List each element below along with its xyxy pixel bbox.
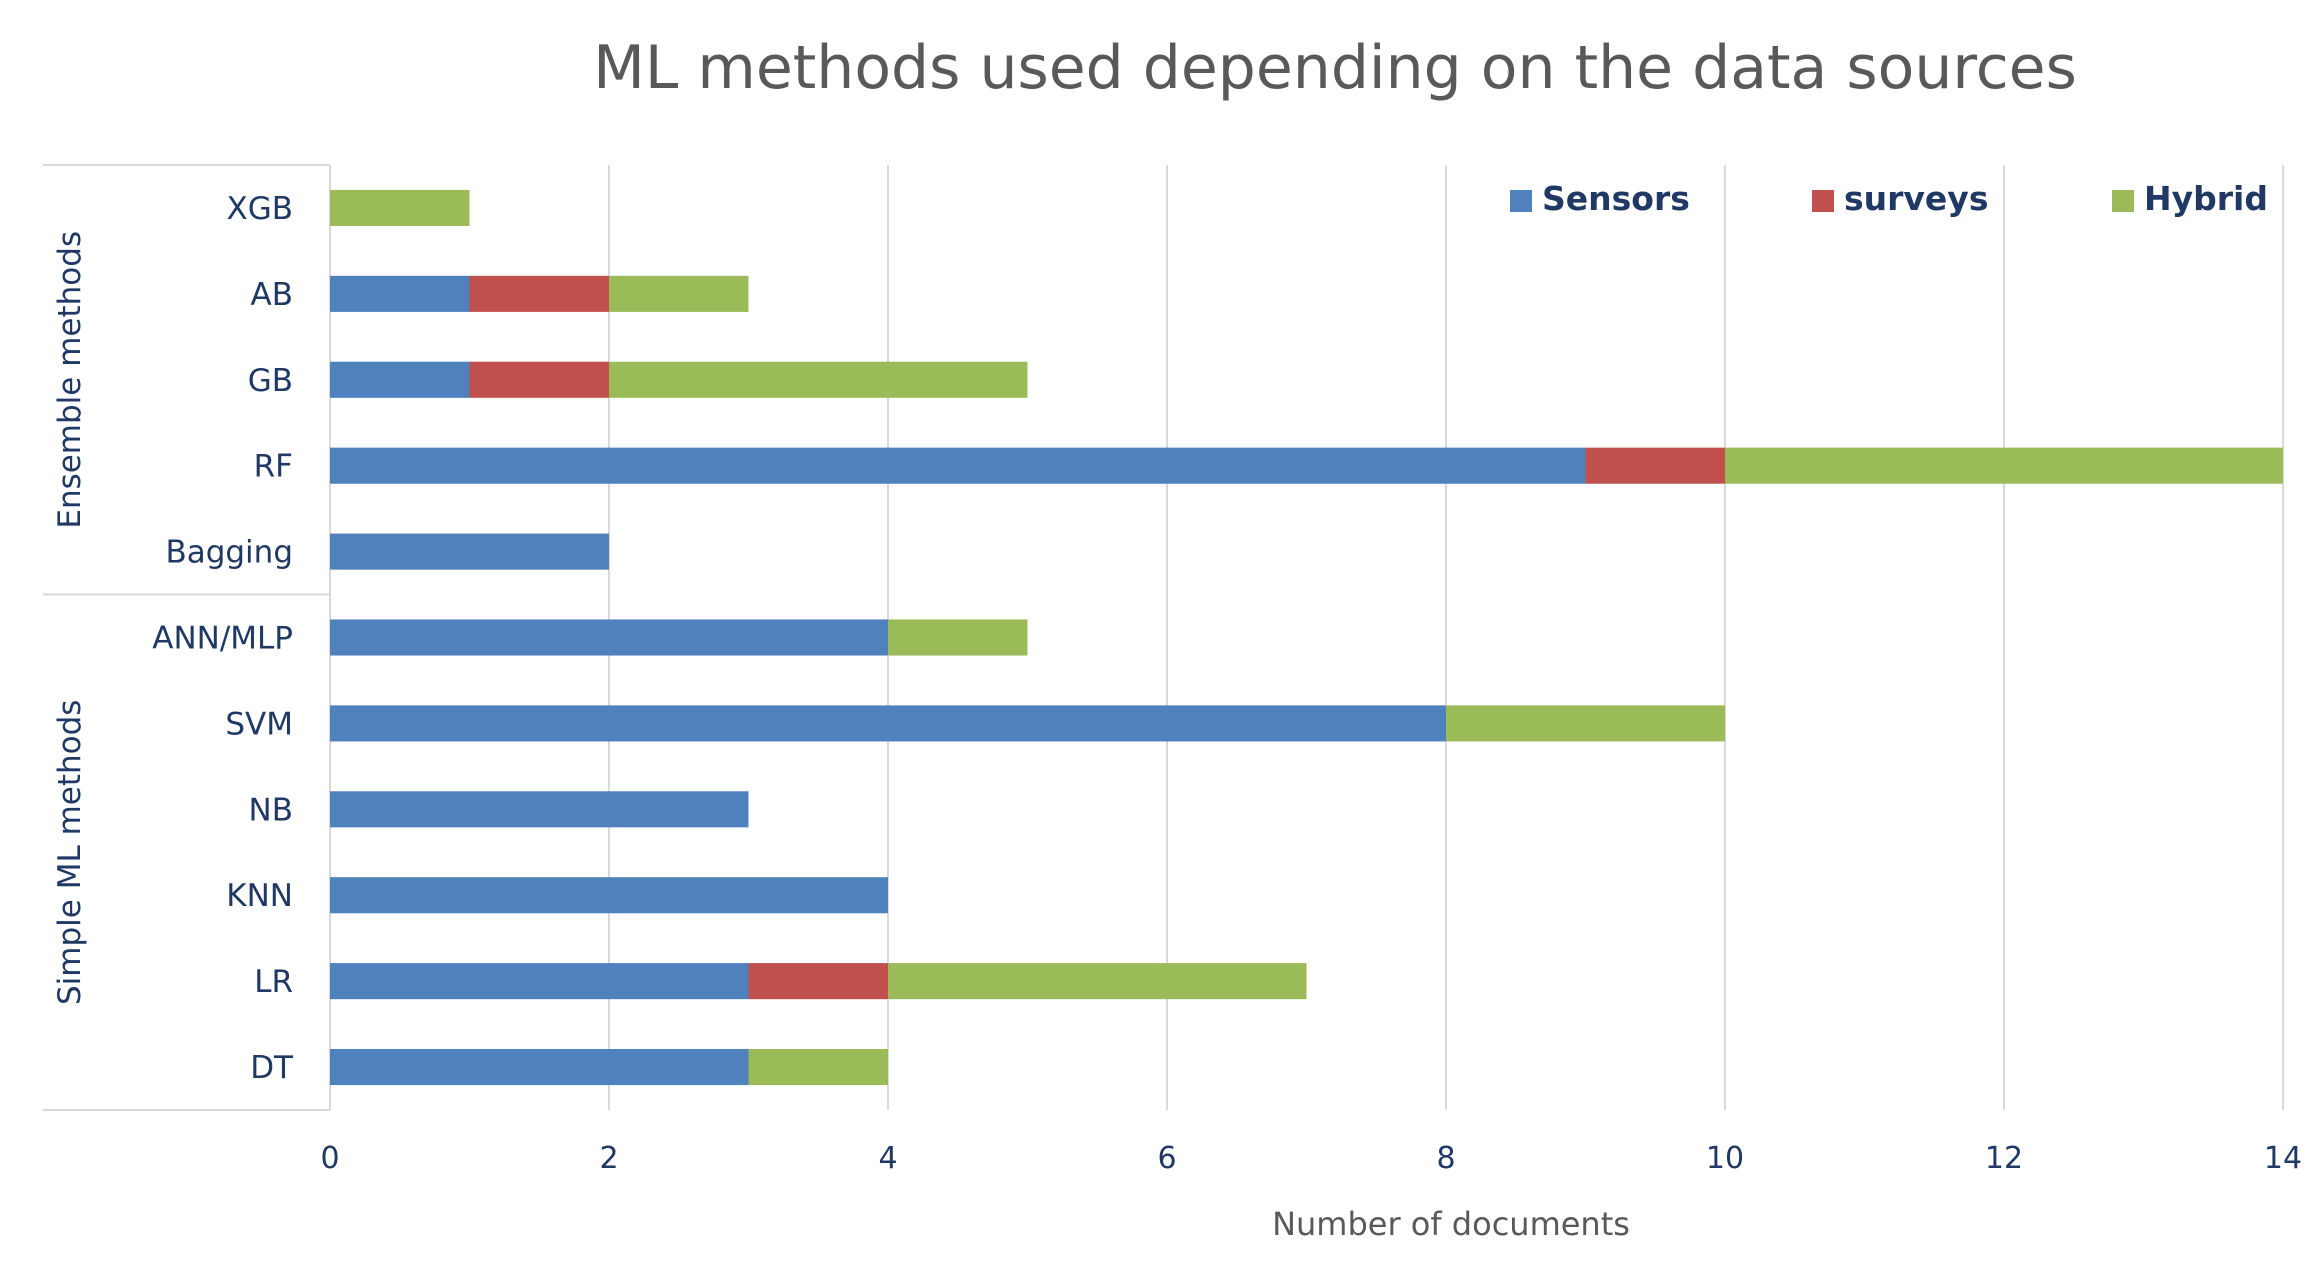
category-label: ANN/MLP: [152, 621, 293, 657]
category-label: KNN: [226, 878, 293, 914]
group-labels: Ensemble methods Simple ML methods: [52, 231, 88, 1005]
bar-sensors-svm: [330, 705, 1446, 742]
bar-sensors-rf: [330, 447, 1586, 484]
chart-title: ML methods used depending on the data so…: [593, 33, 2077, 103]
category-label: Bagging: [165, 535, 293, 571]
legend-label-sensors: Sensors: [1542, 179, 1690, 218]
bar-sensors-ann-mlp: [330, 619, 888, 656]
category-label: XGB: [226, 191, 293, 227]
category-label: GB: [248, 363, 293, 399]
x-tick-label: 8: [1436, 1141, 1455, 1176]
legend: Sensors surveys Hybrid: [1510, 179, 2268, 218]
bar-surveys-lr: [748, 963, 888, 1000]
bar-sensors-nb: [330, 791, 749, 828]
bar-surveys-gb: [469, 361, 609, 398]
category-label: SVM: [225, 706, 293, 742]
legend-label-surveys: surveys: [1844, 179, 1988, 218]
bar-hybrid-svm: [1446, 705, 1725, 742]
x-tick-label: 0: [320, 1141, 339, 1176]
bar-hybrid-lr: [888, 963, 1307, 1000]
category-label: RF: [254, 449, 293, 485]
bar-sensors-lr: [330, 963, 749, 1000]
bars: [330, 189, 2283, 1086]
category-label: AB: [251, 277, 293, 313]
bar-sensors-knn: [330, 877, 888, 914]
x-tick-label: 12: [1985, 1141, 2023, 1176]
bar-surveys-ab: [469, 275, 609, 312]
bar-hybrid-ab: [609, 275, 749, 312]
legend-swatch-hybrid: [2112, 190, 2134, 212]
bar-hybrid-dt: [748, 1049, 888, 1086]
x-tick-label: 4: [878, 1141, 897, 1176]
bar-hybrid-ann-mlp: [888, 619, 1028, 656]
category-labels: XGB AB GB RF Bagging ANN/MLP SVM NB KNN LR DT: [152, 191, 294, 1086]
bar-sensors-gb: [330, 361, 470, 398]
legend-label-hybrid: Hybrid: [2144, 179, 2268, 218]
x-axis-title: Number of documents: [1272, 1205, 1630, 1243]
bar-sensors-ab: [330, 275, 470, 312]
group-label-0: Ensemble methods: [52, 231, 88, 529]
bar-sensors-dt: [330, 1049, 749, 1086]
x-tick-labels: 0 2 4 6 8 10 12 14: [320, 1141, 2302, 1176]
category-label: NB: [249, 792, 293, 828]
bar-hybrid-rf: [1725, 447, 2283, 484]
x-tick-label: 6: [1157, 1141, 1176, 1176]
legend-swatch-surveys: [1812, 190, 1834, 212]
category-label: LR: [254, 964, 293, 1000]
group-label-1: Simple ML methods: [52, 700, 88, 1005]
x-tick-label: 14: [2264, 1141, 2302, 1176]
x-tick-label: 2: [599, 1141, 618, 1176]
category-label: DT: [250, 1050, 294, 1086]
bar-hybrid-gb: [609, 361, 1028, 398]
bar-surveys-rf: [1585, 447, 1725, 484]
bar-sensors-bagging: [330, 533, 609, 570]
bar-hybrid-xgb: [330, 189, 470, 226]
legend-swatch-sensors: [1510, 190, 1532, 212]
x-tick-label: 10: [1706, 1141, 1744, 1176]
